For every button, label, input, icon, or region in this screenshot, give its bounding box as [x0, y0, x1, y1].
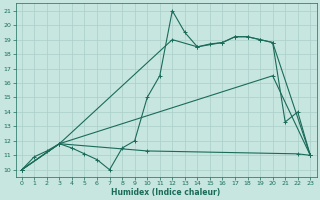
X-axis label: Humidex (Indice chaleur): Humidex (Indice chaleur): [111, 188, 221, 197]
